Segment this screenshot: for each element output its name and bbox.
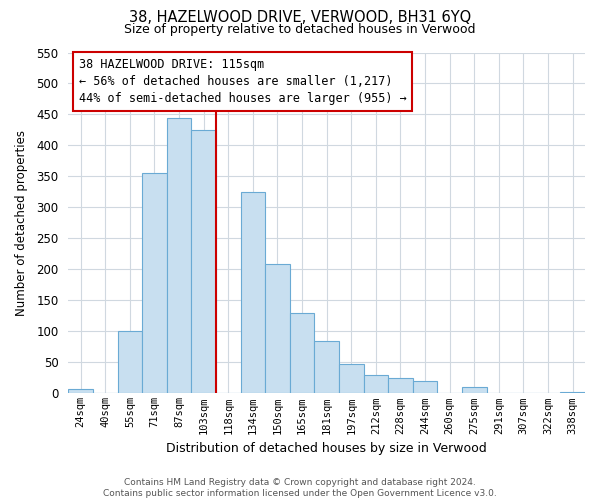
Bar — [290, 313, 314, 394]
Text: 38, HAZELWOOD DRIVE, VERWOOD, BH31 6YQ: 38, HAZELWOOD DRIVE, VERWOOD, BH31 6YQ — [129, 10, 471, 25]
Bar — [142, 174, 167, 394]
Bar — [364, 375, 388, 394]
Bar — [265, 264, 290, 394]
Bar — [191, 130, 216, 394]
Bar — [241, 192, 265, 394]
Text: Size of property relative to detached houses in Verwood: Size of property relative to detached ho… — [124, 22, 476, 36]
X-axis label: Distribution of detached houses by size in Verwood: Distribution of detached houses by size … — [166, 442, 487, 455]
Bar — [560, 392, 585, 394]
Bar — [339, 364, 364, 394]
Bar — [118, 332, 142, 394]
Bar — [314, 340, 339, 394]
Y-axis label: Number of detached properties: Number of detached properties — [15, 130, 28, 316]
Bar — [413, 381, 437, 394]
Text: 38 HAZELWOOD DRIVE: 115sqm
← 56% of detached houses are smaller (1,217)
44% of s: 38 HAZELWOOD DRIVE: 115sqm ← 56% of deta… — [79, 58, 406, 104]
Bar — [388, 378, 413, 394]
Text: Contains HM Land Registry data © Crown copyright and database right 2024.
Contai: Contains HM Land Registry data © Crown c… — [103, 478, 497, 498]
Bar — [462, 387, 487, 394]
Bar — [68, 389, 93, 394]
Bar — [167, 118, 191, 394]
